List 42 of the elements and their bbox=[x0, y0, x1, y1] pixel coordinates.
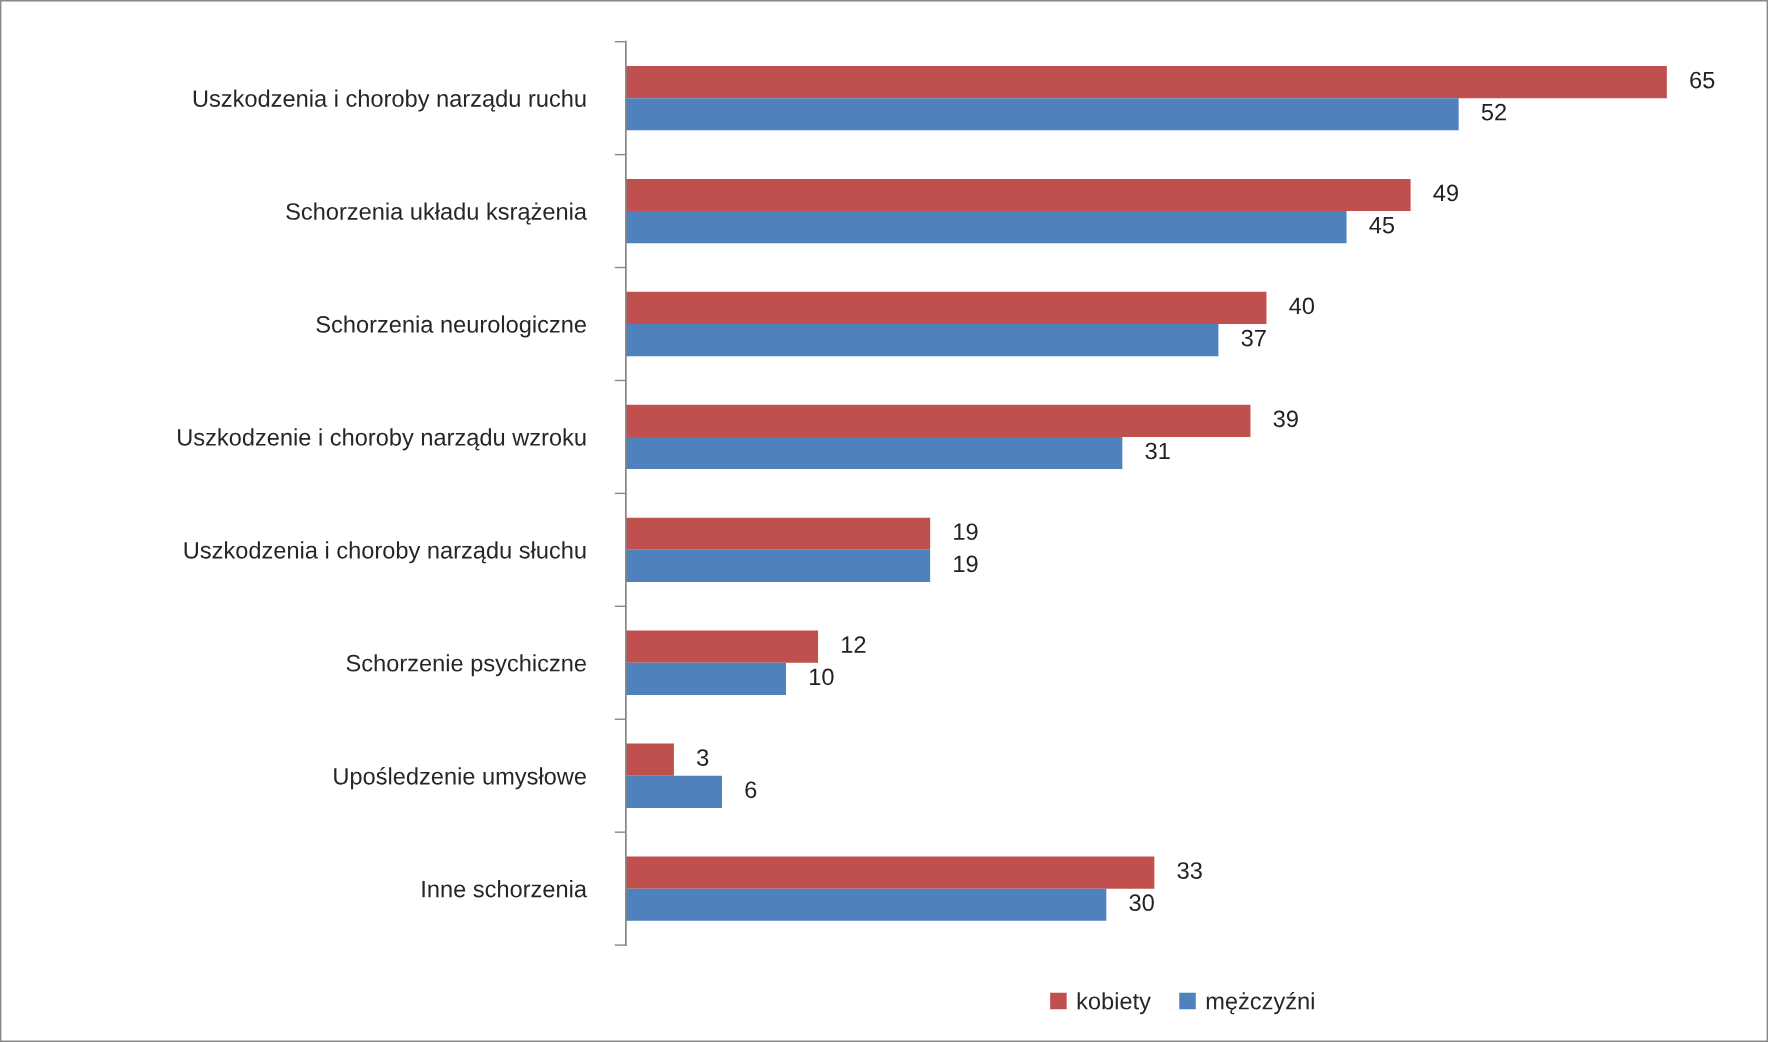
data-label: 6 bbox=[745, 781, 757, 799]
data-label: 40 bbox=[1289, 297, 1315, 315]
y-tick-label: Uszkodzenie i choroby narządu wzroku bbox=[178, 428, 586, 451]
data-label: 30 bbox=[1129, 894, 1154, 912]
data-label: 19 bbox=[954, 555, 978, 573]
bar bbox=[625, 324, 1219, 357]
data-label: 45 bbox=[1369, 217, 1395, 234]
legend-label: kobiety bbox=[1077, 992, 1151, 1015]
data-label: 10 bbox=[810, 668, 834, 686]
y-tick-label: Upośledzenie umysłowe bbox=[334, 767, 586, 790]
data-label: 3 bbox=[697, 749, 709, 766]
data-label: 49 bbox=[1433, 184, 1458, 202]
y-tick-label: Uszkodzenia i choroby narządu słuchu bbox=[184, 541, 586, 564]
y-tick-label: Schorzenie psychiczne bbox=[346, 654, 586, 677]
y-tick-label: Schorzenia neurologiczne bbox=[316, 315, 586, 338]
bar bbox=[625, 743, 674, 776]
bar bbox=[625, 404, 1251, 437]
bar bbox=[625, 856, 1155, 889]
data-label: 52 bbox=[1481, 103, 1506, 121]
bar bbox=[625, 211, 1347, 244]
bar bbox=[625, 291, 1267, 324]
bar bbox=[625, 630, 819, 663]
data-label: 33 bbox=[1177, 862, 1202, 879]
bar bbox=[625, 178, 1411, 212]
data-label: 31 bbox=[1145, 442, 1170, 460]
data-label: 12 bbox=[842, 636, 866, 653]
bar bbox=[625, 888, 1107, 921]
data-label: 65 bbox=[1690, 71, 1715, 89]
legend-label: mężczyźni bbox=[1206, 991, 1314, 1015]
bar bbox=[625, 549, 931, 583]
bar bbox=[625, 517, 931, 550]
data-label: 37 bbox=[1241, 329, 1266, 347]
bar bbox=[625, 775, 722, 808]
bar bbox=[625, 65, 1667, 99]
bar bbox=[625, 436, 1123, 470]
y-tick-label: Schorzenia układu ksrążenia bbox=[286, 202, 587, 225]
data-label: 39 bbox=[1273, 410, 1298, 428]
y-tick-label: Inne schorzenia bbox=[422, 880, 587, 898]
data-label: 19 bbox=[954, 523, 978, 541]
bar bbox=[625, 662, 787, 695]
bar bbox=[625, 98, 1459, 131]
y-tick-label: Uszkodzenia i choroby narządu ruchu bbox=[193, 89, 586, 112]
